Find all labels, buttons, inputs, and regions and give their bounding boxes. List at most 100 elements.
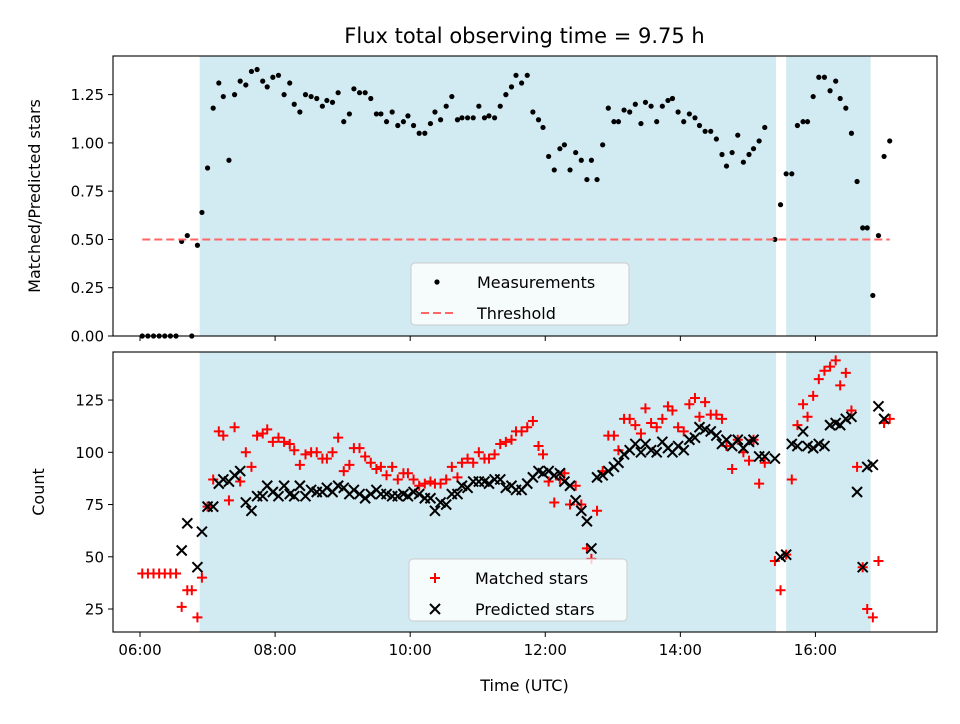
measurement-point <box>287 80 293 86</box>
measurement-point <box>275 72 282 78</box>
measurement-point <box>696 122 703 129</box>
predicted-star-point <box>780 548 792 561</box>
matched-star-point <box>819 365 830 376</box>
matched-star-point <box>344 459 355 470</box>
predicted-star-point <box>542 465 555 477</box>
measurement-point <box>356 90 363 96</box>
measurement-point <box>368 95 374 102</box>
matched-star-point <box>419 478 430 489</box>
measurement-point <box>341 119 347 125</box>
predicted-star-point <box>845 411 858 423</box>
matched-star-point <box>630 420 641 431</box>
measurement-point <box>642 99 649 105</box>
measurement-point <box>346 111 352 117</box>
measurement-point <box>405 113 411 119</box>
matched-star-point <box>852 461 863 472</box>
measurement-point <box>237 78 243 84</box>
measurement-point <box>400 119 407 125</box>
measurement-point <box>713 136 719 142</box>
measurement-point <box>260 78 266 84</box>
predicted-star-point <box>878 413 890 425</box>
measurement-point <box>264 84 270 90</box>
matched-star-point <box>651 422 662 433</box>
matched-star-point <box>657 413 668 424</box>
predicted-star-point <box>191 561 204 573</box>
matched-star-point <box>333 432 344 443</box>
matched-star-point <box>262 424 273 435</box>
y-axis-label: Count <box>29 468 48 516</box>
measurement-point <box>270 74 276 80</box>
predicted-star-point <box>856 561 869 573</box>
matched-star-point <box>576 499 587 510</box>
matched-star-point <box>365 457 376 468</box>
measurement-point <box>199 209 205 216</box>
predicted-star-point <box>554 467 566 479</box>
matched-star-point <box>835 380 846 391</box>
predicted-star-point <box>564 480 576 492</box>
y-tick-label: 0.75 <box>71 183 104 201</box>
predicted-star-point <box>689 431 701 444</box>
predicted-star-point <box>575 505 587 517</box>
legend-matched-swatch <box>430 573 440 583</box>
matched-star-point <box>744 455 755 466</box>
predicted-star-point <box>678 444 690 456</box>
predicted-star-point <box>483 477 495 490</box>
y-tick-label: 0.25 <box>71 279 104 297</box>
matched-star-point <box>786 474 797 485</box>
measurement-point <box>351 86 357 92</box>
measurement-point <box>302 92 309 98</box>
predicted-star-point <box>596 469 609 481</box>
measurement-point <box>588 157 595 163</box>
measurement-point <box>827 88 833 94</box>
measurement-point <box>708 128 714 134</box>
matched-star-point <box>527 415 538 426</box>
y-tick-label: 75 <box>85 496 104 514</box>
measurement-point <box>833 78 839 84</box>
x-tick-label: 08:00 <box>253 641 296 659</box>
y-tick-label: 25 <box>85 601 104 619</box>
legend-label: Measurements <box>477 273 595 292</box>
legend-box <box>408 558 628 622</box>
matched-star-point <box>425 476 436 487</box>
x-tick-label: 06:00 <box>118 641 161 659</box>
predicted-star-point <box>321 482 333 494</box>
predicted-star-point <box>818 440 831 452</box>
matched-star-point <box>840 367 851 378</box>
matched-star-point <box>300 449 311 460</box>
measurement-point <box>427 120 434 127</box>
measurement-point <box>535 117 542 123</box>
matched-star-point <box>171 568 182 579</box>
legend-label: Threshold <box>476 304 556 323</box>
matched-star-point <box>402 468 413 479</box>
matched-star-point <box>635 428 646 439</box>
matched-star-point <box>538 449 549 460</box>
predicted-star-point <box>867 459 879 471</box>
matched-star-point <box>176 601 187 612</box>
predicted-star-point <box>175 544 188 557</box>
matched-star-point <box>640 403 651 414</box>
measurement-point <box>665 97 671 104</box>
matched-star-point <box>624 413 635 424</box>
matched-star-point <box>592 505 603 516</box>
measurement-point <box>659 103 665 109</box>
y-tick-label: 1.00 <box>71 134 104 152</box>
matched-star-point <box>694 411 705 422</box>
measurement-point <box>437 117 444 123</box>
predicted-star-point <box>451 488 464 500</box>
measurement-point <box>395 122 401 129</box>
matched-star-point <box>441 474 452 485</box>
matched-star-point <box>435 478 446 489</box>
matched-star-point <box>381 470 392 481</box>
predicted-star-point <box>348 484 360 496</box>
matched-star-point <box>279 436 290 447</box>
measurement-point <box>794 122 801 129</box>
chart-title: Flux total observing time = 9.75 h <box>344 24 704 48</box>
matched-star-point <box>294 459 305 470</box>
matched-star-point <box>684 399 695 410</box>
measurement-point <box>422 130 428 136</box>
matched-star-point <box>754 478 765 489</box>
measurement-point <box>524 72 530 78</box>
matched-star-point <box>798 399 809 410</box>
matched-star-point <box>468 457 479 468</box>
